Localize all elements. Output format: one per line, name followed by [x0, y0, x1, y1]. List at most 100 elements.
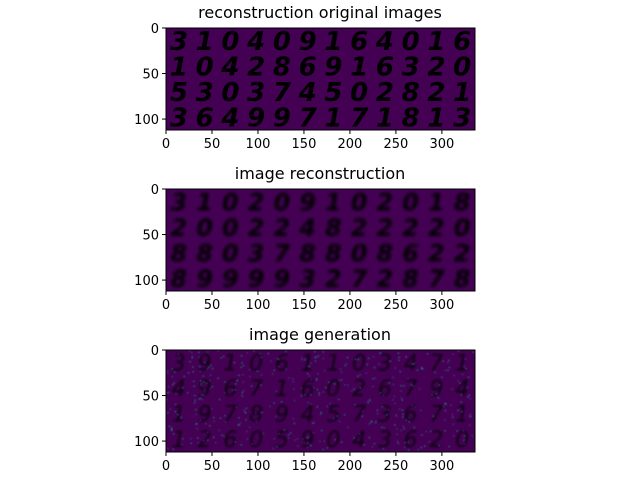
digit-cell: 2	[247, 53, 265, 83]
noise-pixel	[174, 403, 177, 406]
noise-pixel	[372, 355, 375, 358]
digit-cell: 7	[404, 377, 418, 402]
noise-pixel	[195, 413, 197, 416]
noise-pixel	[220, 357, 222, 359]
noise-pixel	[400, 385, 402, 387]
noise-pixel	[191, 352, 193, 354]
noise-pixel	[238, 374, 240, 377]
noise-pixel	[396, 428, 398, 430]
noise-pixel	[392, 383, 395, 386]
digit-cell: 0	[455, 428, 469, 453]
noise-pixel	[317, 355, 320, 357]
digit-cell: 4	[220, 104, 239, 134]
digit-cell: 0	[222, 188, 239, 216]
digit-cell: 0	[221, 78, 239, 108]
noise-pixel	[310, 379, 312, 381]
digit-cell: 9	[429, 377, 443, 402]
digit-cell: 3	[299, 265, 316, 293]
noise-pixel	[413, 426, 416, 429]
noise-pixel	[238, 417, 240, 419]
noise-pixel	[211, 367, 214, 370]
digit-cell: 1	[324, 27, 342, 57]
noise-pixel	[426, 353, 429, 355]
noise-pixel	[200, 380, 202, 382]
digit-cell: 7	[429, 352, 443, 377]
digit-cell: 1	[196, 27, 214, 57]
noise-pixel	[240, 355, 243, 357]
noise-pixel	[205, 382, 208, 385]
digit-cell: 0	[249, 352, 263, 377]
noise-pixel	[351, 390, 353, 392]
noise-pixel	[402, 425, 404, 427]
noise-pixel	[316, 379, 318, 381]
noise-pixel	[222, 355, 225, 358]
noise-pixel	[234, 389, 237, 391]
noise-pixel	[368, 436, 371, 439]
noise-pixel	[357, 375, 359, 377]
noise-pixel	[316, 388, 319, 391]
noise-pixel	[166, 391, 169, 394]
noise-pixel	[280, 401, 283, 403]
digit-cell: 0	[352, 352, 366, 377]
noise-pixel	[250, 385, 253, 387]
noise-pixel	[245, 419, 247, 421]
noise-pixel	[168, 385, 170, 388]
x-tick-label: 200	[338, 137, 363, 152]
digit-cell: 0	[221, 27, 239, 57]
noise-pixel	[273, 402, 275, 404]
digit-cell: 1	[275, 377, 289, 402]
digit-cell: 1	[172, 428, 186, 453]
noise-pixel	[193, 385, 195, 387]
digit-cell: 8	[402, 104, 420, 134]
noise-pixel	[242, 374, 244, 376]
noise-pixel	[301, 358, 303, 361]
noise-pixel	[285, 368, 287, 370]
noise-pixel	[323, 440, 326, 442]
noise-pixel	[403, 427, 405, 430]
digit-cell: 6	[275, 352, 289, 377]
noise-pixel	[341, 441, 343, 443]
noise-pixel	[376, 412, 379, 415]
noise-pixel	[398, 408, 401, 410]
noise-pixel	[180, 416, 182, 419]
noise-pixel	[461, 373, 464, 376]
digit-cell: 5	[275, 428, 289, 453]
noise-pixel	[195, 408, 197, 411]
x-tick-label: 300	[429, 298, 454, 313]
noise-pixel	[253, 350, 255, 352]
noise-pixel	[467, 376, 470, 378]
x-tick-label: 300	[429, 137, 454, 152]
noise-pixel	[405, 356, 407, 358]
noise-pixel	[246, 430, 248, 433]
noise-pixel	[421, 434, 423, 436]
noise-pixel	[292, 418, 295, 420]
noise-pixel	[461, 410, 463, 413]
digit-cell: 2	[377, 214, 394, 242]
noise-pixel	[383, 427, 386, 429]
digit-cell: 3	[247, 78, 265, 108]
noise-pixel	[202, 381, 205, 383]
noise-pixel	[293, 422, 296, 425]
noise-pixel	[242, 390, 245, 392]
noise-pixel	[347, 384, 349, 387]
panel-title-original: reconstruction original images	[198, 3, 442, 22]
noise-pixel	[207, 439, 209, 441]
noise-pixel	[402, 416, 404, 418]
noise-pixel	[448, 445, 450, 448]
noise-pixel	[245, 407, 248, 410]
noise-pixel	[171, 368, 174, 370]
noise-pixel	[401, 409, 404, 411]
x-tick-label: 100	[246, 137, 271, 152]
digit-cell: 3	[196, 78, 214, 108]
noise-pixel	[207, 366, 210, 368]
noise-pixel	[464, 358, 467, 360]
noise-pixel	[322, 448, 324, 451]
noise-pixel	[169, 408, 172, 410]
noise-pixel	[444, 430, 446, 432]
noise-pixel	[241, 395, 244, 398]
noise-pixel	[287, 434, 290, 436]
noise-pixel	[177, 353, 180, 356]
digit-cell: 1	[376, 104, 394, 134]
y-tick-label: 100	[134, 113, 159, 128]
noise-pixel	[313, 421, 315, 424]
